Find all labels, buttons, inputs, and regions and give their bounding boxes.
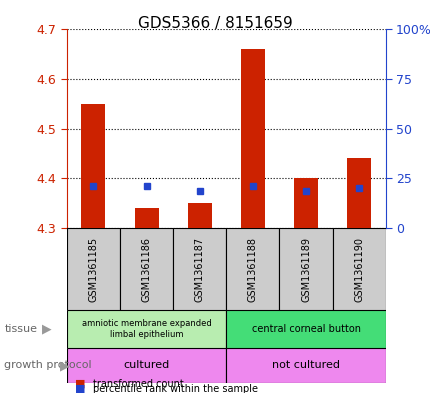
Text: amniotic membrane expanded
limbal epithelium: amniotic membrane expanded limbal epithe… xyxy=(81,319,211,339)
Text: ■: ■ xyxy=(75,384,86,393)
Text: GSM1361186: GSM1361186 xyxy=(141,237,151,302)
Bar xyxy=(134,208,158,228)
Text: ▶: ▶ xyxy=(42,323,52,336)
Text: ■: ■ xyxy=(75,378,86,389)
Text: percentile rank within the sample: percentile rank within the sample xyxy=(92,384,257,393)
Text: ▶: ▶ xyxy=(59,359,69,372)
Bar xyxy=(332,228,385,310)
Text: GSM1361187: GSM1361187 xyxy=(194,237,204,302)
Bar xyxy=(293,178,317,228)
Text: GSM1361185: GSM1361185 xyxy=(88,237,98,302)
Bar xyxy=(347,158,370,228)
Text: tissue: tissue xyxy=(4,324,37,334)
Text: central corneal button: central corneal button xyxy=(251,324,359,334)
Text: cultured: cultured xyxy=(123,360,169,371)
Bar xyxy=(67,228,120,310)
Text: GDS5366 / 8151659: GDS5366 / 8151659 xyxy=(138,16,292,31)
Bar xyxy=(279,228,332,310)
Text: growth protocol: growth protocol xyxy=(4,360,92,371)
Bar xyxy=(173,228,226,310)
Text: transformed count: transformed count xyxy=(92,378,183,389)
Bar xyxy=(226,348,385,383)
Text: GSM1361189: GSM1361189 xyxy=(300,237,310,302)
Text: not cultured: not cultured xyxy=(271,360,339,371)
Bar xyxy=(67,310,226,348)
Bar xyxy=(226,310,385,348)
Bar xyxy=(226,228,279,310)
Bar xyxy=(81,104,105,228)
Bar xyxy=(120,228,173,310)
Bar xyxy=(240,49,264,228)
Text: GSM1361190: GSM1361190 xyxy=(353,237,363,302)
Text: GSM1361188: GSM1361188 xyxy=(247,237,257,302)
Bar xyxy=(187,203,211,228)
Bar xyxy=(67,348,226,383)
